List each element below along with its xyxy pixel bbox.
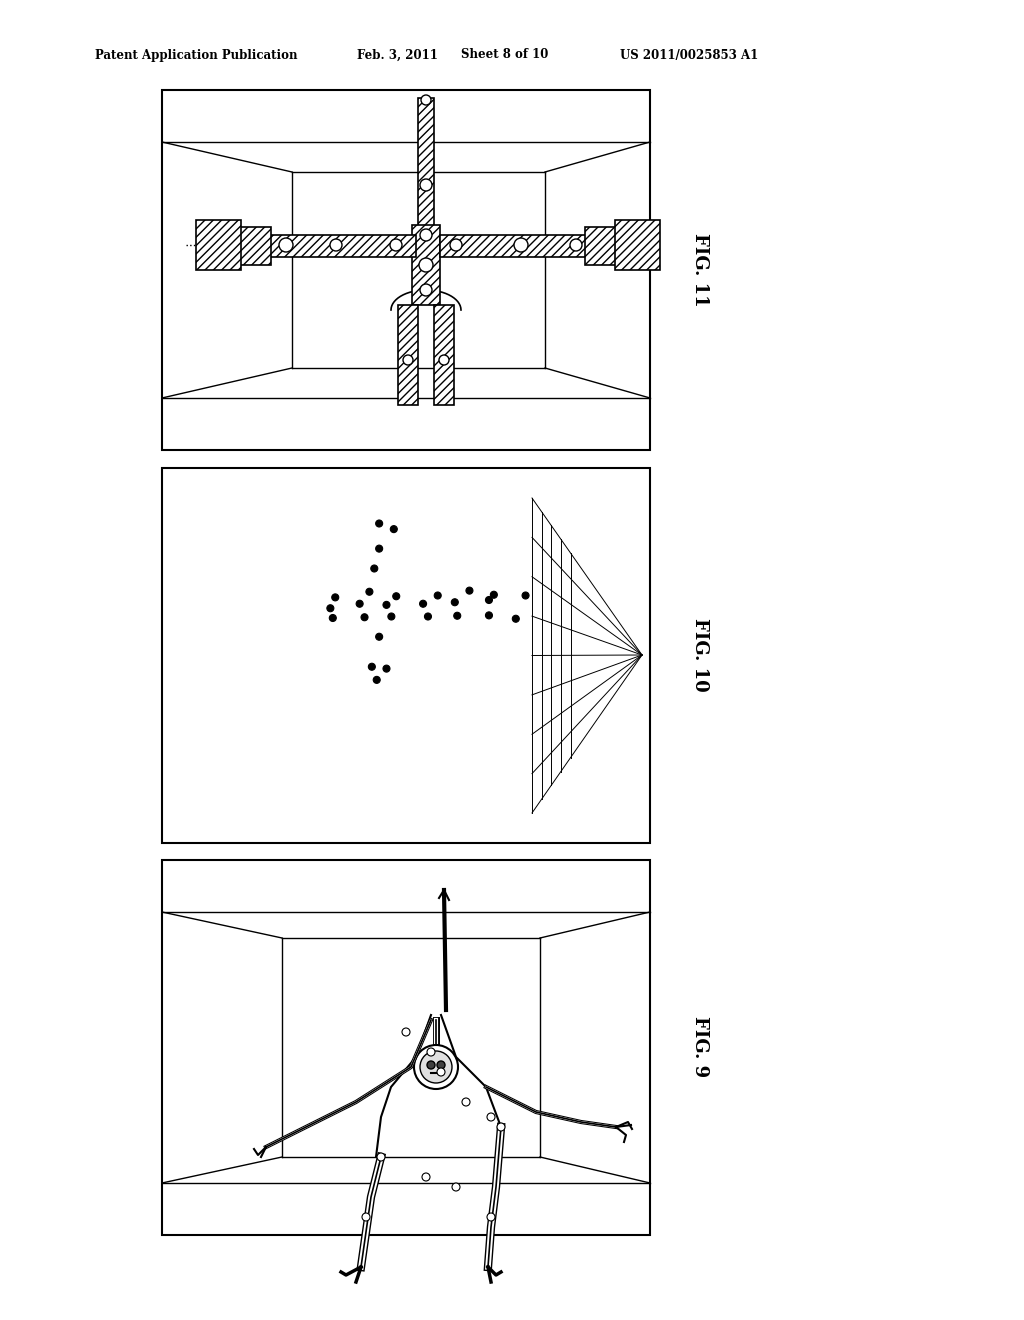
Circle shape [427, 1048, 435, 1056]
Circle shape [330, 615, 336, 622]
Circle shape [373, 676, 380, 684]
FancyBboxPatch shape [196, 220, 241, 271]
Circle shape [420, 228, 432, 242]
Circle shape [376, 545, 383, 552]
Circle shape [383, 602, 390, 609]
Circle shape [437, 1061, 445, 1069]
Circle shape [485, 612, 493, 619]
Circle shape [356, 601, 364, 607]
Circle shape [514, 238, 528, 252]
Text: Patent Application Publication: Patent Application Publication [95, 49, 298, 62]
Circle shape [420, 284, 432, 296]
Text: US 2011/0025853 A1: US 2011/0025853 A1 [620, 49, 758, 62]
Circle shape [490, 591, 498, 598]
Bar [162, 861, 650, 1236]
Circle shape [390, 525, 397, 533]
Circle shape [390, 239, 402, 251]
Circle shape [452, 1183, 460, 1191]
FancyBboxPatch shape [398, 305, 418, 405]
Circle shape [485, 597, 493, 603]
Bar [162, 90, 650, 450]
Circle shape [414, 1045, 458, 1089]
Circle shape [466, 587, 473, 594]
Circle shape [421, 95, 431, 106]
Circle shape [420, 1051, 452, 1082]
Circle shape [393, 593, 399, 599]
Circle shape [487, 1113, 495, 1121]
FancyBboxPatch shape [440, 235, 590, 257]
Circle shape [388, 612, 395, 620]
Circle shape [439, 355, 449, 366]
Bar [162, 469, 650, 843]
Text: Feb. 3, 2011: Feb. 3, 2011 [357, 49, 438, 62]
Circle shape [362, 1213, 370, 1221]
FancyBboxPatch shape [615, 220, 660, 271]
Text: FIG. 11: FIG. 11 [691, 234, 709, 306]
Circle shape [450, 239, 462, 251]
Text: FIG. 9: FIG. 9 [691, 1016, 709, 1077]
Circle shape [377, 1152, 385, 1162]
Circle shape [403, 355, 413, 366]
FancyBboxPatch shape [418, 98, 434, 228]
Circle shape [434, 591, 441, 599]
FancyBboxPatch shape [434, 305, 454, 405]
Text: FIG. 10: FIG. 10 [691, 618, 709, 692]
Circle shape [497, 1123, 505, 1131]
Circle shape [462, 1098, 470, 1106]
Circle shape [330, 239, 342, 251]
Circle shape [454, 612, 461, 619]
Circle shape [437, 1068, 445, 1076]
Circle shape [383, 665, 390, 672]
Circle shape [512, 615, 519, 622]
Text: Sheet 8 of 10: Sheet 8 of 10 [461, 49, 549, 62]
Circle shape [427, 1061, 435, 1069]
FancyBboxPatch shape [412, 224, 440, 305]
Circle shape [570, 239, 582, 251]
FancyBboxPatch shape [236, 227, 271, 265]
Circle shape [369, 663, 376, 671]
Circle shape [332, 594, 339, 601]
Circle shape [361, 614, 368, 620]
Circle shape [366, 589, 373, 595]
Circle shape [327, 605, 334, 611]
Circle shape [425, 612, 431, 620]
Circle shape [371, 565, 378, 572]
Circle shape [420, 601, 427, 607]
Circle shape [402, 1028, 410, 1036]
Circle shape [279, 238, 293, 252]
Circle shape [419, 257, 433, 272]
FancyBboxPatch shape [585, 227, 620, 265]
Circle shape [422, 1173, 430, 1181]
FancyBboxPatch shape [266, 235, 416, 257]
Circle shape [376, 520, 383, 527]
Circle shape [522, 591, 529, 599]
Circle shape [452, 599, 459, 606]
Circle shape [420, 180, 432, 191]
Circle shape [376, 634, 383, 640]
Circle shape [487, 1213, 495, 1221]
